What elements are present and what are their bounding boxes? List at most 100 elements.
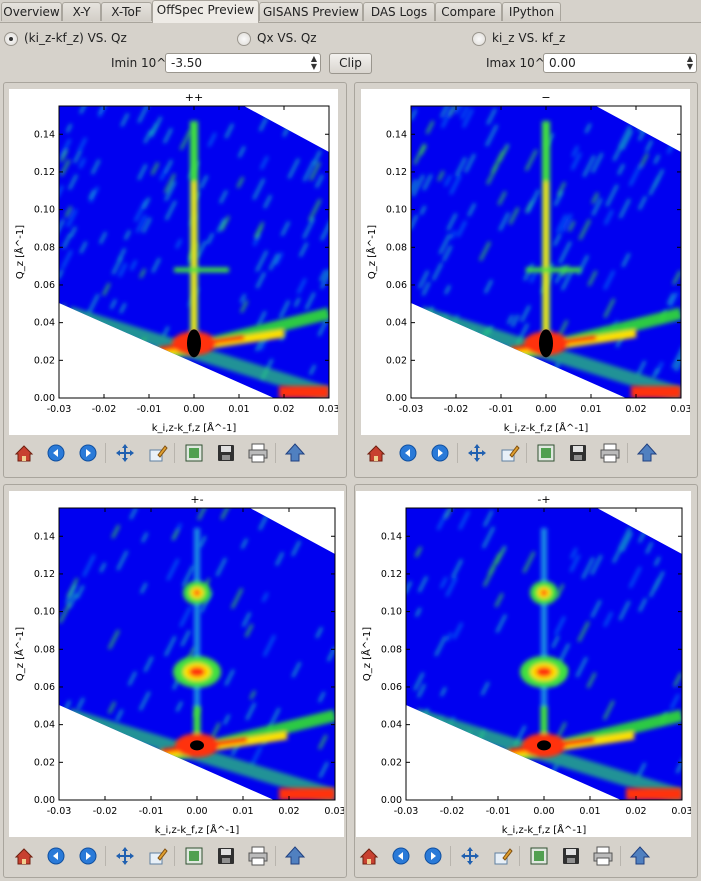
toolbar-separator (105, 443, 106, 463)
streak (76, 358, 88, 379)
radio-indicator[interactable] (472, 31, 486, 46)
clip-button[interactable]: Clip (329, 53, 372, 74)
print-icon[interactable] (246, 844, 270, 868)
subplot-icon[interactable] (182, 844, 206, 868)
streak (621, 253, 631, 268)
streak (318, 691, 326, 703)
edit-icon[interactable] (490, 844, 514, 868)
streak (482, 526, 495, 549)
save-icon[interactable] (566, 441, 590, 465)
print-icon[interactable] (246, 441, 270, 465)
pan-icon[interactable] (458, 844, 482, 868)
streak (252, 178, 265, 200)
save-icon[interactable] (214, 844, 238, 868)
radio-indicator[interactable] (237, 31, 251, 46)
home-icon[interactable] (357, 844, 381, 868)
streak (86, 739, 99, 762)
streak (491, 150, 504, 173)
streak (263, 194, 272, 209)
figure-mp: -+ -0.03 -0.02 -0.01 0.00 0.01 0.02 0.03 0.00 0.0… (356, 491, 693, 837)
streak (318, 734, 328, 750)
streak (465, 730, 471, 740)
streak (116, 550, 128, 571)
edit-icon[interactable] (145, 441, 169, 465)
streak (612, 548, 622, 563)
back-icon[interactable] (396, 441, 420, 465)
streak (581, 557, 595, 579)
imin-spinbox[interactable]: -3.50 ▲ ▼ (165, 53, 321, 73)
edit-icon[interactable] (145, 844, 169, 868)
streak (163, 128, 173, 144)
streak (437, 170, 445, 182)
streak (417, 683, 426, 698)
up-arrow-icon[interactable] (635, 441, 659, 465)
radio-kiz-kfz-vs-qz[interactable]: (ki_z-kf_z) VS. Qz (4, 29, 127, 47)
tab-x-tof[interactable]: X-ToF (101, 2, 152, 21)
tab-overview[interactable]: Overview (1, 2, 62, 21)
pan-icon[interactable] (465, 441, 489, 465)
streak (240, 294, 246, 303)
streak (176, 701, 183, 712)
streak (240, 300, 248, 313)
tab-offspec-preview[interactable]: OffSpec Preview (152, 0, 259, 23)
streak (434, 635, 447, 657)
streak (112, 256, 123, 275)
figure-pp: ++ -0.03 -0.02 -0.01 0.00 0.01 0.02 0.03 0.00 0.0… (9, 89, 340, 435)
streak (653, 154, 660, 164)
streak (457, 220, 467, 238)
streak (65, 584, 77, 604)
spin-arrows-icon[interactable]: ▲ ▼ (310, 54, 317, 71)
home-icon[interactable] (364, 441, 388, 465)
x-tick-label: 0.02 (625, 404, 646, 415)
y-tick-label: 0.12 (381, 569, 402, 580)
x-tick-label: -0.02 (93, 806, 118, 817)
tab-compare[interactable]: Compare (435, 2, 502, 21)
back-icon[interactable] (44, 441, 68, 465)
up-arrow-icon[interactable] (283, 844, 307, 868)
streak (451, 559, 463, 579)
subplot-icon[interactable] (534, 441, 558, 465)
edit-icon[interactable] (497, 441, 521, 465)
toolbar-separator (174, 846, 175, 866)
tab-ipython[interactable]: IPython (502, 2, 561, 21)
y-axis-label: Q_z [Å^-1] (360, 627, 373, 681)
forward-icon[interactable] (76, 441, 100, 465)
streak (603, 700, 615, 720)
forward-icon[interactable] (76, 844, 100, 868)
home-icon[interactable] (12, 441, 36, 465)
streak (142, 217, 152, 233)
subplot-icon[interactable] (527, 844, 551, 868)
print-icon[interactable] (591, 844, 615, 868)
streak (97, 347, 107, 365)
radio-indicator[interactable] (4, 31, 18, 46)
streak (69, 226, 77, 238)
radio-qx-vs-qz[interactable]: Qx VS. Qz (237, 29, 317, 47)
home-icon[interactable] (12, 844, 36, 868)
up-arrow-icon[interactable] (628, 844, 652, 868)
save-icon[interactable] (214, 441, 238, 465)
streak (670, 693, 680, 710)
forward-icon[interactable] (428, 441, 452, 465)
tab-das-logs[interactable]: DAS Logs (363, 2, 435, 21)
spin-arrows-icon[interactable]: ▲ ▼ (686, 54, 693, 71)
radio-kiz-vs-kfz[interactable]: ki_z VS. kf_z (472, 29, 565, 47)
streak (319, 761, 329, 778)
streak (591, 198, 603, 216)
streak (279, 300, 290, 319)
tab-gisans-preview[interactable]: GISANS Preview (259, 2, 363, 21)
print-icon[interactable] (598, 441, 622, 465)
back-icon[interactable] (389, 844, 413, 868)
pan-icon[interactable] (113, 441, 137, 465)
subplot-icon[interactable] (182, 441, 206, 465)
pan-icon[interactable] (113, 844, 137, 868)
up-arrow-icon[interactable] (283, 441, 307, 465)
x-tick-label: -0.03 (47, 806, 72, 817)
back-icon[interactable] (44, 844, 68, 868)
forward-icon[interactable] (421, 844, 445, 868)
tab-x-y[interactable]: X-Y (62, 2, 101, 21)
imax-spinbox[interactable]: 0.00 ▲ ▼ (543, 53, 697, 73)
streak (91, 159, 101, 175)
save-icon[interactable] (559, 844, 583, 868)
streak (568, 220, 575, 232)
streak (142, 197, 150, 209)
